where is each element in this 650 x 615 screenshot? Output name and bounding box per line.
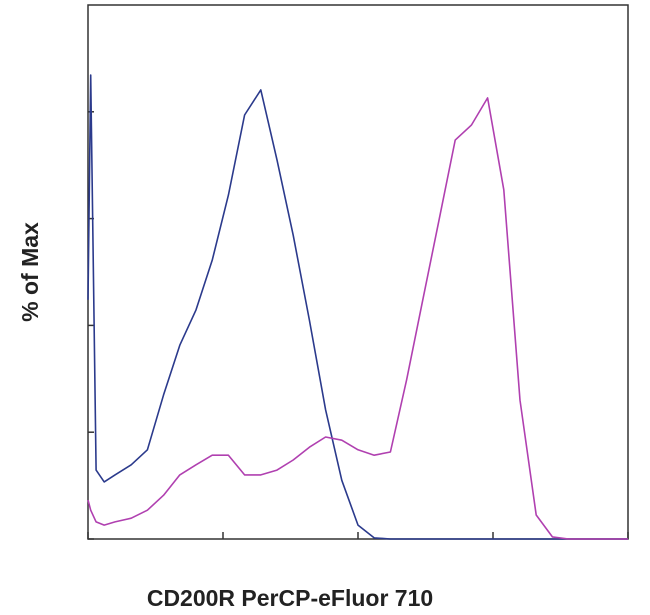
x-axis-label: CD200R PerCP-eFluor 710 xyxy=(147,585,433,611)
histogram-line xyxy=(87,74,628,540)
plot-frame xyxy=(87,4,629,540)
y-axis-label: % of Max xyxy=(17,222,43,322)
histogram-line xyxy=(87,97,628,540)
